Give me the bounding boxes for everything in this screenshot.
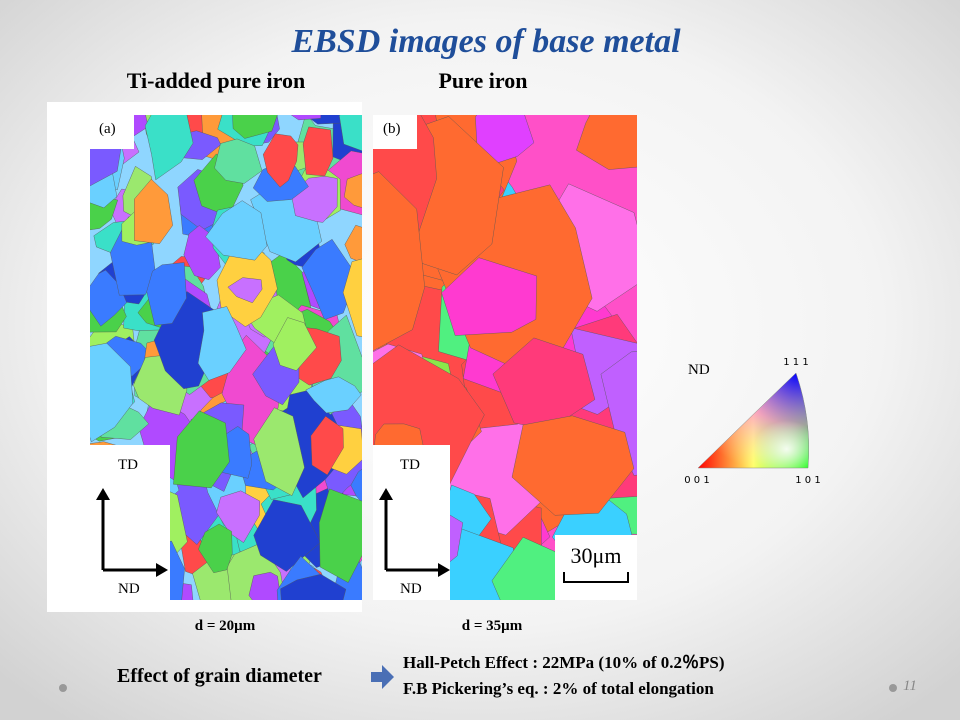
- legend-corner: 1 0 1: [795, 475, 820, 486]
- grain: [373, 171, 425, 360]
- grain: [302, 126, 334, 177]
- grain: [227, 277, 263, 304]
- grain: [342, 257, 362, 340]
- grain: [90, 342, 134, 443]
- grain: [280, 573, 347, 600]
- ipf-legend: [697, 372, 810, 469]
- grain: [248, 571, 282, 600]
- grain: [90, 269, 127, 327]
- grain: [173, 410, 230, 489]
- grain: [144, 115, 194, 181]
- grain: [253, 407, 305, 496]
- scale-bar-label: 30μm: [571, 543, 622, 568]
- grain: [134, 178, 173, 244]
- arrow: [371, 665, 394, 689]
- grain: [305, 376, 362, 414]
- grain: [310, 415, 344, 476]
- effect-line: Hall-Petch Effect : 22MPa (10% of 0.2％PS…: [403, 653, 725, 672]
- grain: [475, 115, 535, 166]
- grain: [301, 239, 354, 320]
- grain: [231, 115, 281, 139]
- grain: [511, 415, 635, 516]
- grain: [216, 490, 261, 543]
- panel-label: (a): [99, 121, 116, 137]
- effect-label: Effect of grain diameter: [117, 665, 322, 687]
- grain: [339, 115, 362, 154]
- panel-heading: Ti-added pure iron: [127, 68, 306, 93]
- grain: [344, 224, 362, 265]
- bullet-dot: [59, 684, 67, 692]
- grain: [262, 133, 299, 188]
- axis-arrows: [96, 488, 450, 577]
- slide-title: EBSD images of base metal: [290, 23, 681, 60]
- page-number: 11: [903, 678, 917, 694]
- grain: [343, 173, 362, 212]
- grain: [197, 306, 247, 381]
- label-box: [373, 115, 417, 149]
- grain: [319, 488, 362, 583]
- grain: [146, 262, 187, 326]
- legend-corner: 0 0 1: [684, 475, 709, 486]
- grain: [576, 115, 637, 170]
- axis-label: TD: [118, 457, 138, 473]
- panel-label: (b): [383, 121, 401, 137]
- grain: [253, 499, 321, 572]
- axis-label: ND: [400, 581, 422, 597]
- legend-corner: 1 1 1: [783, 357, 808, 368]
- label-box: [90, 115, 134, 149]
- bullet-dot: [889, 684, 897, 692]
- effect-line: F.B Pickering’s eq. : 2% of total elonga…: [403, 679, 714, 698]
- axis-label: TD: [400, 457, 420, 473]
- caption: d = 20μm: [195, 618, 256, 634]
- grain: [198, 523, 233, 574]
- grain: [287, 115, 326, 121]
- scale-bar: [563, 572, 629, 583]
- panel-heading: Pure iron: [438, 68, 527, 93]
- caption: d = 35μm: [462, 618, 523, 634]
- grain: [272, 317, 317, 371]
- axis-label: ND: [118, 581, 140, 597]
- grain: [214, 138, 263, 184]
- legend-axis: ND: [688, 362, 710, 378]
- grain: [205, 200, 268, 261]
- grain: [441, 257, 537, 336]
- grain: [350, 460, 362, 512]
